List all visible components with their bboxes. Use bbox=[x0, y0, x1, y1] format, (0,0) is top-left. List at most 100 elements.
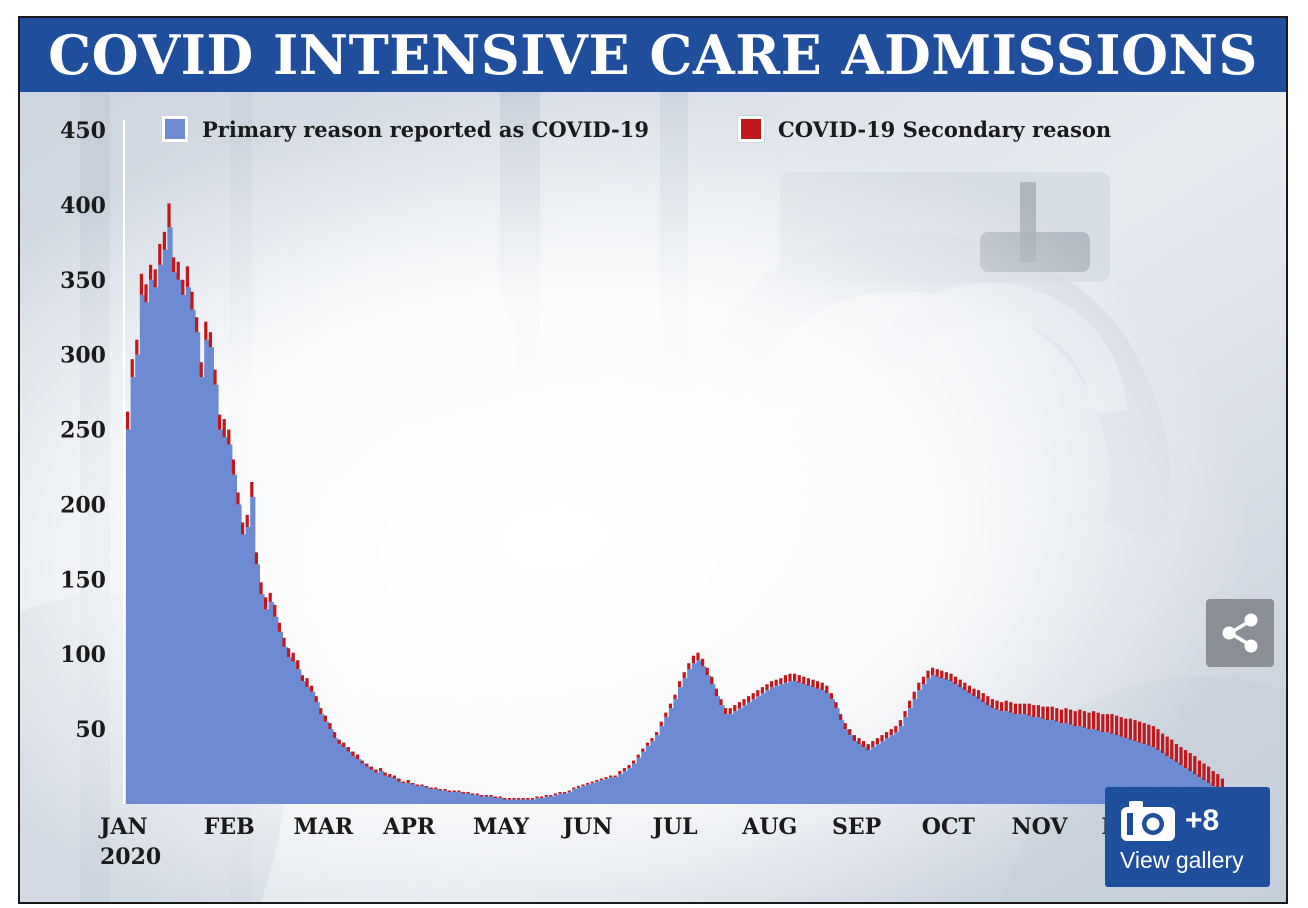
bar-primary bbox=[641, 751, 647, 804]
bar-primary bbox=[714, 696, 720, 804]
bar-secondary bbox=[392, 775, 397, 779]
bar-primary bbox=[213, 384, 219, 804]
bar-secondary bbox=[314, 696, 318, 703]
bar-primary bbox=[351, 756, 357, 804]
bar-secondary bbox=[636, 754, 640, 758]
bar-secondary bbox=[967, 685, 972, 694]
bar-primary bbox=[655, 735, 661, 804]
bar-primary bbox=[1096, 730, 1102, 804]
bar-secondary bbox=[572, 787, 576, 790]
bar-primary bbox=[1151, 747, 1157, 804]
bar-primary bbox=[259, 594, 265, 804]
bar-primary bbox=[296, 669, 302, 804]
bar-secondary bbox=[1115, 715, 1119, 736]
bar-secondary bbox=[1110, 714, 1114, 734]
share-button[interactable] bbox=[1206, 599, 1274, 667]
bar-secondary bbox=[535, 796, 539, 799]
bar-secondary bbox=[369, 766, 374, 770]
bar-secondary bbox=[1133, 720, 1137, 742]
bar-primary bbox=[448, 792, 454, 804]
bar-secondary bbox=[1059, 709, 1064, 724]
bar-secondary bbox=[379, 768, 383, 772]
bar-secondary bbox=[852, 735, 857, 742]
y-tick-label: 400 bbox=[60, 193, 106, 219]
bar-primary bbox=[208, 347, 214, 804]
bar-secondary bbox=[383, 772, 387, 776]
bar-secondary bbox=[875, 738, 880, 745]
bar-secondary bbox=[1184, 750, 1188, 769]
bar-primary bbox=[742, 705, 748, 804]
bar-secondary bbox=[204, 321, 208, 340]
view-gallery-button[interactable]: +8 View gallery bbox=[1105, 787, 1270, 887]
bar-primary bbox=[1119, 736, 1125, 804]
bar-secondary bbox=[172, 257, 176, 273]
bar-primary bbox=[1078, 726, 1084, 804]
bar-secondary bbox=[199, 362, 203, 378]
bar-primary bbox=[779, 684, 785, 804]
bar-primary bbox=[383, 775, 389, 804]
bar-secondary bbox=[181, 279, 185, 295]
bar-secondary bbox=[650, 738, 654, 742]
bar-secondary bbox=[139, 273, 144, 295]
bar-secondary bbox=[806, 678, 811, 686]
bar-primary bbox=[411, 784, 417, 804]
bar-primary bbox=[494, 798, 500, 804]
bar-secondary bbox=[526, 798, 530, 800]
bar-secondary bbox=[167, 203, 171, 228]
bar-secondary bbox=[126, 411, 130, 430]
x-tick-label: MAY bbox=[473, 814, 529, 840]
bar-secondary bbox=[760, 687, 765, 694]
bar-primary bbox=[1000, 711, 1006, 804]
bar-secondary bbox=[415, 784, 420, 787]
bar-primary bbox=[167, 227, 173, 805]
bar-secondary bbox=[668, 703, 673, 709]
bar-secondary bbox=[655, 732, 659, 736]
bar-secondary bbox=[903, 711, 907, 718]
bar-secondary bbox=[273, 604, 277, 617]
bar-primary bbox=[567, 792, 573, 804]
bar-primary bbox=[852, 741, 858, 804]
bar-primary bbox=[181, 294, 187, 804]
bar-secondary bbox=[990, 699, 995, 709]
bar-primary bbox=[1069, 724, 1075, 804]
bar-primary bbox=[342, 747, 348, 804]
bar-primary bbox=[397, 781, 403, 804]
bar-primary bbox=[696, 660, 702, 804]
chart-title: COVID INTENSIVE CARE ADMISSIONS bbox=[48, 23, 1258, 87]
bar-primary bbox=[710, 684, 716, 804]
bar-secondary bbox=[1013, 703, 1018, 715]
bar-secondary bbox=[1216, 774, 1220, 790]
y-tick-labels: 50 100 150 200 250 300 350 400 450 bbox=[60, 118, 106, 743]
bar-secondary bbox=[1023, 703, 1027, 715]
bar-primary bbox=[719, 705, 725, 804]
bar-primary bbox=[871, 747, 877, 804]
bar-secondary bbox=[622, 768, 627, 772]
bar-primary bbox=[245, 526, 251, 804]
bar-primary bbox=[843, 729, 849, 804]
bar-secondary bbox=[926, 670, 930, 679]
bar-primary bbox=[1124, 738, 1130, 804]
bar-primary bbox=[774, 685, 780, 804]
bar-secondary bbox=[641, 748, 645, 752]
bar-primary bbox=[820, 690, 826, 804]
bar-primary bbox=[834, 708, 840, 804]
bar-secondary bbox=[236, 492, 240, 505]
bar-secondary bbox=[581, 784, 585, 787]
bar-secondary bbox=[770, 681, 774, 688]
bar-secondary bbox=[742, 699, 746, 706]
bar-primary bbox=[130, 377, 136, 804]
bar-secondary bbox=[310, 685, 314, 692]
bar-secondary bbox=[264, 597, 268, 610]
bar-primary bbox=[682, 678, 688, 804]
bar-secondary bbox=[1142, 723, 1146, 745]
bar-primary bbox=[889, 735, 895, 804]
bar-primary bbox=[461, 793, 467, 804]
bar-secondary bbox=[287, 648, 291, 658]
y-tick-label: 100 bbox=[60, 642, 106, 668]
bar-secondary bbox=[1082, 711, 1087, 728]
bar-primary bbox=[765, 690, 771, 804]
bar-primary bbox=[839, 720, 845, 804]
bar-secondary bbox=[1202, 763, 1206, 781]
legend-item-primary: Primary reason reported as COVID-19 bbox=[162, 116, 649, 142]
bar-secondary bbox=[705, 667, 709, 676]
